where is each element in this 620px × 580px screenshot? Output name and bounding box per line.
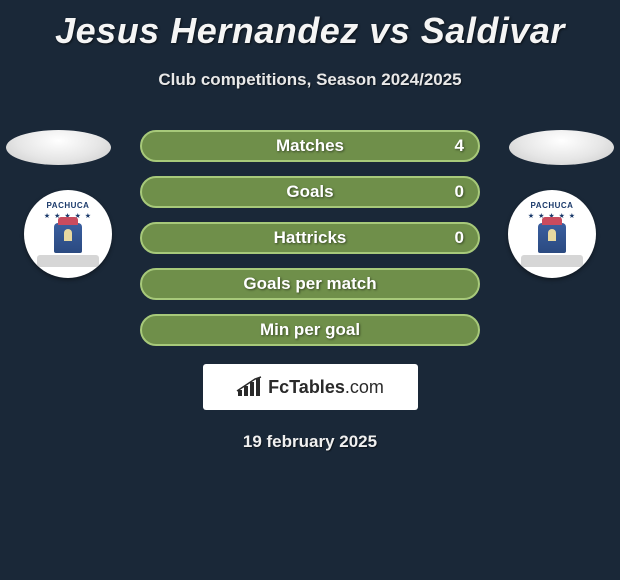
- stat-row: Min per goal: [140, 314, 480, 346]
- club-crest-icon: PACHUCA ★ ★ ★ ★ ★: [31, 197, 105, 271]
- stat-label: Goals: [286, 182, 333, 202]
- stat-label: Matches: [276, 136, 344, 156]
- stat-list: Matches 4 Goals 0 Hattricks 0 Goals per match M…: [140, 130, 480, 346]
- stat-row: Goals 0: [140, 176, 480, 208]
- stat-row: Matches 4: [140, 130, 480, 162]
- player-badge-left: [6, 130, 111, 165]
- tower-icon: [538, 223, 566, 253]
- club-name-right: PACHUCA: [515, 201, 589, 210]
- ellipse-placeholder-icon: [509, 130, 614, 165]
- stat-label: Min per goal: [260, 320, 360, 340]
- brand-text-bold: FcTables: [268, 377, 345, 397]
- page-subtitle: Club competitions, Season 2024/2025: [0, 70, 620, 90]
- stat-value-right: 0: [455, 228, 464, 248]
- ellipse-placeholder-icon: [6, 130, 111, 165]
- comparison-panel: PACHUCA ★ ★ ★ ★ ★ PACHUCA ★ ★ ★ ★ ★ Matc…: [0, 130, 620, 452]
- club-name-left: PACHUCA: [31, 201, 105, 210]
- ribbon-icon: [37, 255, 99, 267]
- brand-box: FcTables.com: [203, 364, 418, 410]
- bar-chart-icon: [236, 376, 262, 398]
- stat-row: Hattricks 0: [140, 222, 480, 254]
- club-crest-icon: PACHUCA ★ ★ ★ ★ ★: [515, 197, 589, 271]
- brand-text-light: .com: [345, 377, 384, 397]
- tower-icon: [54, 223, 82, 253]
- player-badge-right: [509, 130, 614, 165]
- stat-value-right: 4: [455, 136, 464, 156]
- stat-value-right: 0: [455, 182, 464, 202]
- stat-label: Goals per match: [243, 274, 376, 294]
- brand-text: FcTables.com: [268, 377, 384, 398]
- stat-label: Hattricks: [274, 228, 347, 248]
- ribbon-icon: [521, 255, 583, 267]
- club-logo-left: PACHUCA ★ ★ ★ ★ ★: [24, 190, 112, 278]
- club-logo-right: PACHUCA ★ ★ ★ ★ ★: [508, 190, 596, 278]
- page-title: Jesus Hernandez vs Saldivar: [0, 0, 620, 52]
- footer-date: 19 february 2025: [0, 432, 620, 452]
- stat-row: Goals per match: [140, 268, 480, 300]
